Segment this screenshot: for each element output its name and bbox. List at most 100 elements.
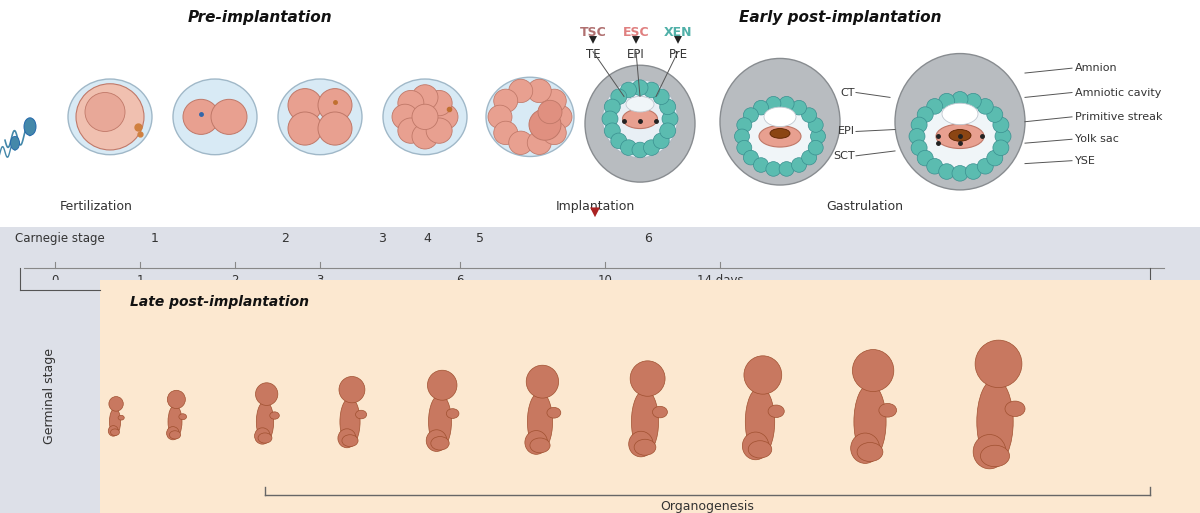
Text: 4: 4 <box>424 232 431 245</box>
Circle shape <box>527 131 551 154</box>
Polygon shape <box>590 207 600 217</box>
Text: 3: 3 <box>317 273 324 287</box>
Circle shape <box>737 141 751 155</box>
Circle shape <box>542 121 566 145</box>
Text: Early post-implantation: Early post-implantation <box>739 10 941 25</box>
Ellipse shape <box>118 416 125 420</box>
Text: TE: TE <box>586 48 600 61</box>
Ellipse shape <box>340 398 360 445</box>
Circle shape <box>779 162 794 176</box>
Circle shape <box>986 150 1003 166</box>
Ellipse shape <box>586 65 695 182</box>
Ellipse shape <box>631 390 659 453</box>
Text: ESC: ESC <box>623 26 649 40</box>
Text: TSC: TSC <box>580 26 606 40</box>
Circle shape <box>412 85 438 110</box>
FancyBboxPatch shape <box>0 227 1200 287</box>
Circle shape <box>977 98 994 114</box>
Text: 3: 3 <box>378 232 386 245</box>
Ellipse shape <box>942 103 978 125</box>
Circle shape <box>432 104 458 129</box>
Ellipse shape <box>912 96 1008 176</box>
Circle shape <box>318 112 352 145</box>
Ellipse shape <box>278 79 362 155</box>
Circle shape <box>802 150 817 165</box>
Circle shape <box>529 109 562 140</box>
Polygon shape <box>632 36 640 44</box>
Ellipse shape <box>426 430 446 451</box>
Circle shape <box>766 96 781 111</box>
Ellipse shape <box>949 129 971 141</box>
Circle shape <box>965 93 982 109</box>
Circle shape <box>766 162 781 176</box>
Text: Fertilization: Fertilization <box>60 200 133 212</box>
Text: 6: 6 <box>644 232 652 245</box>
Circle shape <box>605 123 620 139</box>
Circle shape <box>509 131 533 154</box>
Circle shape <box>976 340 1022 388</box>
Text: Implantation: Implantation <box>556 200 635 212</box>
Text: Amniotic cavity: Amniotic cavity <box>1075 88 1162 97</box>
Ellipse shape <box>977 379 1013 465</box>
Ellipse shape <box>764 107 796 127</box>
Ellipse shape <box>854 384 886 460</box>
Circle shape <box>660 99 676 115</box>
Circle shape <box>952 91 968 107</box>
Circle shape <box>538 101 562 124</box>
Ellipse shape <box>338 429 356 448</box>
Circle shape <box>602 111 618 127</box>
Ellipse shape <box>857 443 883 462</box>
Circle shape <box>288 112 322 145</box>
Text: Pre-implantation: Pre-implantation <box>187 10 332 25</box>
Circle shape <box>992 117 1009 133</box>
Ellipse shape <box>169 431 181 439</box>
Circle shape <box>392 104 418 129</box>
Circle shape <box>611 89 626 105</box>
Polygon shape <box>589 36 598 44</box>
Ellipse shape <box>980 445 1009 467</box>
Circle shape <box>611 133 626 149</box>
Circle shape <box>548 105 572 129</box>
Ellipse shape <box>626 96 654 112</box>
Circle shape <box>995 129 1010 144</box>
Text: 6: 6 <box>456 273 463 287</box>
Circle shape <box>643 82 660 98</box>
Ellipse shape <box>768 405 785 418</box>
Circle shape <box>527 79 551 103</box>
Text: 1: 1 <box>151 232 158 245</box>
Text: 1: 1 <box>137 273 144 287</box>
Circle shape <box>743 108 758 123</box>
Circle shape <box>938 93 955 109</box>
Text: YSE: YSE <box>1075 155 1096 166</box>
Text: 14 days: 14 days <box>697 273 743 287</box>
Text: Yolk sac: Yolk sac <box>1075 134 1118 144</box>
Circle shape <box>632 142 648 158</box>
Circle shape <box>653 89 670 105</box>
Text: 2: 2 <box>232 273 239 287</box>
Circle shape <box>182 100 220 134</box>
Circle shape <box>620 140 636 155</box>
Circle shape <box>734 129 750 144</box>
FancyBboxPatch shape <box>100 280 1200 513</box>
Ellipse shape <box>629 431 653 457</box>
Text: 2: 2 <box>281 232 289 245</box>
Circle shape <box>488 105 512 129</box>
Circle shape <box>965 164 982 180</box>
Circle shape <box>256 383 278 405</box>
Text: EPI: EPI <box>838 127 854 136</box>
Circle shape <box>527 365 559 398</box>
Circle shape <box>977 159 994 174</box>
Circle shape <box>754 157 768 172</box>
Ellipse shape <box>851 433 880 463</box>
Ellipse shape <box>258 433 272 443</box>
Ellipse shape <box>634 439 656 455</box>
Circle shape <box>632 80 648 95</box>
Text: 0: 0 <box>52 273 59 287</box>
Ellipse shape <box>68 79 152 155</box>
Text: Primitive streak: Primitive streak <box>1075 112 1163 122</box>
Ellipse shape <box>355 410 367 419</box>
Ellipse shape <box>720 58 840 185</box>
Circle shape <box>509 79 533 103</box>
Ellipse shape <box>749 441 772 458</box>
Ellipse shape <box>936 124 984 148</box>
